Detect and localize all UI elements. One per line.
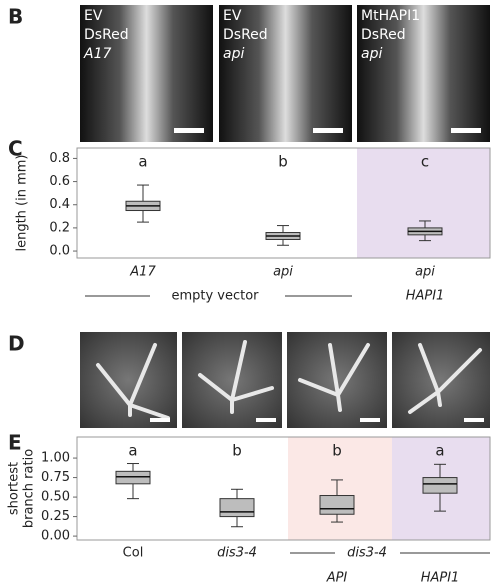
- scale-bar: [313, 128, 343, 133]
- scale-bar: [150, 418, 170, 422]
- y-tick-label: 0.50: [41, 490, 70, 505]
- photo-caption: EV: [223, 8, 242, 24]
- box: [319, 495, 355, 515]
- y-tick-label: 0.6: [49, 174, 70, 189]
- y-tick-label: 0.25: [41, 509, 70, 524]
- y-tick-label: 0.0: [49, 244, 70, 259]
- photo-caption: MtHAPI1: [361, 8, 420, 24]
- scale-bar: [256, 418, 276, 422]
- y-tick-label: 0.8: [49, 151, 70, 166]
- photo: [219, 5, 352, 142]
- scale-bar: [451, 128, 481, 133]
- x-tick-label: api: [273, 265, 293, 280]
- significance-letter: c: [421, 153, 429, 171]
- y-axis-label: shortest: [7, 462, 22, 515]
- trichomes: [96, 340, 482, 420]
- significance-letter: a: [435, 442, 444, 460]
- scale-bar: [360, 418, 380, 422]
- plot-frame: [76, 436, 491, 541]
- photo: [80, 5, 213, 142]
- scale-bar: [464, 418, 484, 422]
- box: [422, 477, 458, 494]
- panel-label: E: [8, 431, 22, 455]
- y-tick-label: 1.00: [41, 451, 70, 466]
- y-tick-label: 0.2: [49, 220, 70, 235]
- group-label: dis3-4: [347, 546, 387, 561]
- box: [219, 498, 255, 518]
- photo-caption: EV: [84, 8, 103, 24]
- significance-letter: b: [332, 442, 342, 460]
- panel-label: D: [8, 332, 25, 356]
- photo-caption: api: [223, 46, 244, 62]
- y-tick-label: 0.75: [41, 470, 70, 485]
- panel-label: C: [8, 137, 23, 161]
- photo-caption: DsRed: [84, 27, 129, 43]
- y-tick-label: 0.00: [41, 529, 70, 544]
- x-tick-label: dis3-4: [217, 546, 257, 561]
- photos-d: [80, 332, 490, 428]
- photo-caption: A17: [83, 46, 111, 62]
- panel-label: B: [8, 5, 23, 29]
- significance-letter: b: [232, 442, 242, 460]
- photo: [392, 332, 490, 428]
- x-tick-label: HAPI1: [421, 571, 460, 586]
- photos-b: [80, 5, 490, 142]
- y-axis-label: branch ratio: [22, 449, 37, 528]
- x-tick-label: A17: [129, 265, 156, 280]
- highlight: [357, 148, 490, 258]
- photo: [357, 5, 490, 142]
- significance-letter: a: [128, 442, 137, 460]
- plot-frame: [76, 147, 491, 259]
- significance-letter: a: [138, 153, 147, 171]
- significance-letter: b: [278, 153, 288, 171]
- box: [115, 470, 151, 485]
- photo-caption: DsRed: [361, 27, 406, 43]
- highlight: [288, 437, 392, 540]
- group-label: HAPI1: [406, 289, 445, 304]
- x-tick-label: Col: [123, 546, 144, 561]
- photo-caption: DsRed: [223, 27, 268, 43]
- y-tick-label: 0.4: [49, 197, 70, 212]
- group-label: empty vector: [171, 289, 259, 304]
- x-tick-label: API: [326, 571, 348, 586]
- x-tick-label: api: [415, 265, 435, 280]
- scale-bar: [174, 128, 204, 133]
- photo-caption: api: [361, 46, 382, 62]
- y-axis-label: length (in mm): [15, 154, 30, 251]
